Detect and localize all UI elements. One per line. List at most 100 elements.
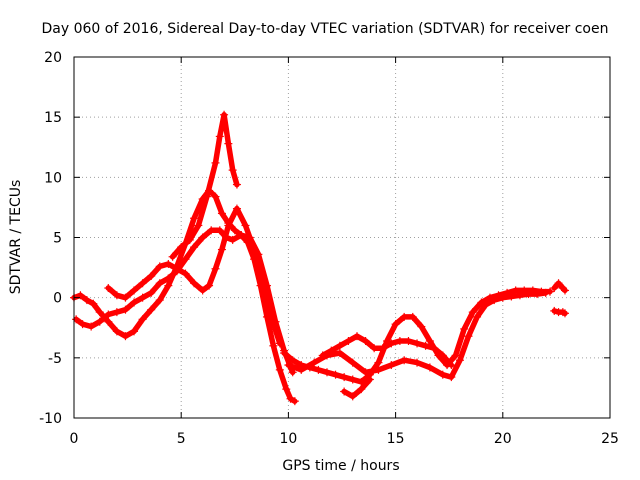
data-point [507,292,516,301]
series-line [551,280,568,294]
data-point [417,322,426,331]
data-point [408,312,417,321]
data-point [237,231,246,240]
data-point [211,192,220,201]
y-tick-label: 10 [44,170,62,186]
series-line [341,376,373,400]
data-point [348,358,357,367]
data-point [387,339,396,348]
y-tick-label: -5 [48,351,62,367]
data-point [241,221,250,230]
data-point [190,214,199,223]
data-point [121,305,130,314]
data-point [202,192,211,201]
y-tick-label: -10 [39,411,62,427]
data-point [560,286,569,295]
data-point [130,298,139,307]
x-tick-label: 0 [70,431,79,447]
data-point [481,300,490,309]
data-point [290,397,299,406]
data-point [348,392,357,401]
data-point [190,279,199,288]
data-point [72,315,81,324]
series-line [105,205,283,347]
data-point [211,158,220,167]
data-point [215,132,224,141]
data-point [524,290,533,299]
data-point [185,235,194,244]
data-point [147,288,156,297]
data-point [228,166,237,175]
data-point [155,262,164,271]
series-track-a [70,186,299,406]
data-point [82,296,91,305]
data-point [490,296,499,305]
data-point [275,365,284,374]
data-point [78,320,87,329]
data-point [76,291,85,300]
data-point [322,368,331,377]
data-point [374,358,383,367]
data-point [194,221,203,230]
data-point [190,243,199,252]
data-point [155,296,164,305]
data-point [374,365,383,374]
data-point [310,358,319,367]
data-point [370,344,379,353]
data-point [230,226,239,235]
data-point [217,209,226,218]
data-point [95,308,104,317]
data-point [112,308,121,317]
series-line [319,333,455,368]
data-point [297,365,306,374]
data-point [314,365,323,374]
data-point [357,385,366,394]
data-point [130,327,139,336]
data-point [425,363,434,372]
data-point [413,339,422,348]
data-point [335,349,344,358]
axis-ticks: 0 5 10 15 20 25 -10 -5 0 5 10 15 20 [39,50,619,447]
data-point [421,341,430,350]
data-point [438,370,447,379]
data-point [138,315,147,324]
data-point [228,235,237,244]
data-point [451,351,460,360]
data-point [172,264,181,273]
data-point [460,324,469,333]
data-point [205,281,214,290]
series-track-e [280,286,554,386]
data-point [477,298,486,307]
data-point [220,110,229,119]
data-point [533,290,542,299]
data-point [232,180,241,189]
series-line [281,287,553,385]
data-point [413,358,422,367]
data-point [198,286,207,295]
data-point [121,293,130,302]
data-point [340,387,349,396]
data-point [280,349,289,358]
data-point [164,281,173,290]
data-point [554,279,563,288]
series-track-i [550,279,569,295]
data-point [138,293,147,302]
x-axis-label: GPS time / hours [282,458,399,474]
data-point [327,346,336,355]
x-tick-label: 25 [601,431,619,447]
data-point [164,259,173,268]
data-point [232,204,241,213]
data-point [155,279,164,288]
data-point [250,245,259,254]
data-point [121,332,130,341]
data-point [447,361,456,370]
x-tick-label: 5 [177,431,186,447]
data-point [224,139,233,148]
data-series [70,110,569,406]
data-point [404,336,413,345]
series-track-c [104,204,284,348]
data-point [335,341,344,350]
data-point [104,310,113,319]
data-point [217,245,226,254]
